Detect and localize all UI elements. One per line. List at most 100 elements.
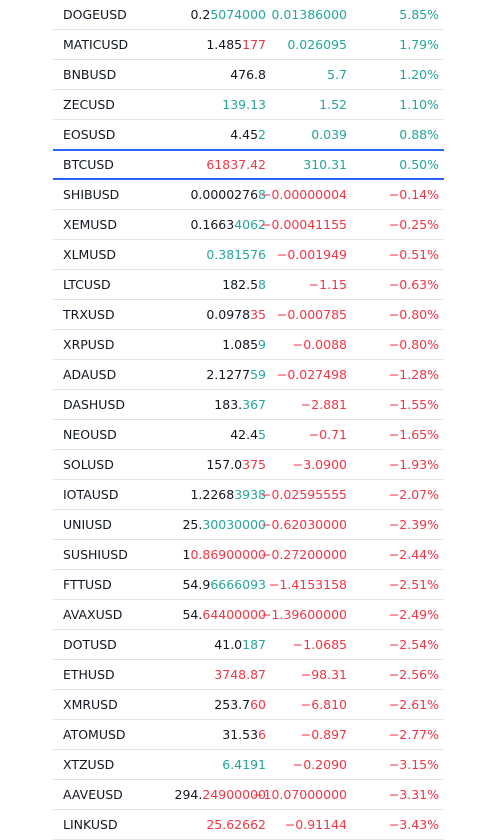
change-percent: −2.44%: [388, 547, 439, 562]
symbol-label: FTTUSD: [63, 577, 112, 592]
watchlist-row-xtzusd[interactable]: XTZUSD 6.4191 −0.2090 −3.15%: [53, 750, 444, 780]
symbol-label: BTCUSD: [63, 157, 114, 172]
symbol-label: XEMUSD: [63, 217, 117, 232]
change-value: −10.07000000: [253, 787, 347, 802]
last-price-tail: 30030000: [202, 517, 266, 532]
last-price-tail: 24900000: [202, 787, 266, 802]
change-value: −0.71: [308, 427, 347, 442]
watchlist-row-ethusd[interactable]: ETHUSD 3748.87 −98.31 −2.56%: [53, 660, 444, 690]
watchlist-row-xrpusd[interactable]: XRPUSD 1.0859 −0.0088 −0.80%: [53, 330, 444, 360]
watchlist-row-aaveusd[interactable]: AAVEUSD 294.24900000 −10.07000000 −3.31%: [53, 780, 444, 810]
last-price-head: 54.9: [182, 577, 211, 592]
last-price-tail: 375: [242, 457, 266, 472]
watchlist-row-dotusd[interactable]: DOTUSD 41.0187 −1.0685 −2.54%: [53, 630, 444, 660]
watchlist-row-sushiusd[interactable]: SUSHIUSD 10.86900000 −0.27200000 −2.44%: [53, 540, 444, 570]
last-price-tail: 2: [258, 127, 266, 142]
change-percent: −2.07%: [388, 487, 439, 502]
last-price-tail: 177: [242, 37, 266, 52]
change-value: 0.026095: [287, 37, 347, 52]
last-price: 476.8: [230, 60, 266, 89]
symbol-label: SUSHIUSD: [63, 547, 128, 562]
watchlist-row-iotausd[interactable]: IOTAUSD 1.22683938 −0.02595555 −2.07%: [53, 480, 444, 510]
watchlist-row-atomusd[interactable]: ATOMUSD 31.536 −0.897 −2.77%: [53, 720, 444, 750]
watchlist-row-adausd[interactable]: ADAUSD 2.127759 −0.027498 −1.28%: [53, 360, 444, 390]
change-value: 0.039: [311, 127, 347, 142]
last-price-head: 1.485: [206, 37, 243, 52]
last-price: 54.96666093: [182, 570, 266, 599]
change-percent: −2.56%: [388, 667, 439, 682]
last-price-head: 25.: [182, 517, 203, 532]
watchlist-row-trxusd[interactable]: TRXUSD 0.097835 −0.000785 −0.80%: [53, 300, 444, 330]
symbol-label: NEOUSD: [63, 427, 117, 442]
last-price-tail: 3938: [234, 487, 266, 502]
last-price-tail: 61837.42: [206, 157, 266, 172]
last-price: 1.485177: [206, 30, 266, 59]
change-percent: 1.10%: [399, 97, 439, 112]
watchlist-row-eosusd[interactable]: EOSUSD 4.452 0.039 0.88%: [53, 120, 444, 150]
watchlist-row-btcusd[interactable]: BTCUSD 61837.42 310.31 0.50%: [53, 149, 444, 180]
last-price-tail: 6: [258, 727, 266, 742]
change-value: −98.31: [300, 667, 347, 682]
last-price-tail: 4062: [234, 217, 266, 232]
symbol-label: LINKUSD: [63, 817, 118, 832]
change-value: −0.02595555: [260, 487, 347, 502]
last-price: 0.381576: [206, 240, 266, 269]
watchlist-row-maticusd[interactable]: MATICUSD 1.485177 0.026095 1.79%: [53, 30, 444, 60]
last-price-tail: 6.4191: [222, 757, 266, 772]
change-percent: −2.51%: [388, 577, 439, 592]
watchlist-row-bnbusd[interactable]: BNBUSD 476.8 5.7 1.20%: [53, 60, 444, 90]
watchlist-row-dogeusd[interactable]: DOGEUSD 0.25074000 0.01386000 5.85%: [53, 0, 444, 30]
symbol-label: XTZUSD: [63, 757, 115, 772]
symbol-label: XLMUSD: [63, 247, 117, 262]
last-price-head: 2.1277: [206, 367, 251, 382]
watchlist-row-xemusd[interactable]: XEMUSD 0.16634062 −0.00041155 −0.25%: [53, 210, 444, 240]
symbol-label: ATOMUSD: [63, 727, 126, 742]
change-percent: −0.80%: [388, 307, 439, 322]
change-value: 0.01386000: [271, 7, 347, 22]
watchlist-row-neousd[interactable]: NEOUSD 42.45 −0.71 −1.65%: [53, 420, 444, 450]
last-price: 253.760: [214, 690, 266, 719]
last-price-head: 0.0000276: [190, 187, 259, 202]
watchlist-row-xlmusd[interactable]: XLMUSD 0.381576 −0.001949 −0.51%: [53, 240, 444, 270]
symbol-label: AVAXUSD: [63, 607, 123, 622]
change-value: −0.027498: [276, 367, 347, 382]
symbol-label: ZECUSD: [63, 97, 115, 112]
last-price: 139.13: [222, 90, 266, 119]
change-value: −1.0685: [292, 637, 347, 652]
watchlist-row-solusd[interactable]: SOLUSD 157.0375 −3.0900 −1.93%: [53, 450, 444, 480]
last-price-tail: 5: [258, 427, 266, 442]
last-price: 157.0375: [206, 450, 266, 479]
last-price-tail: 64400000: [202, 607, 266, 622]
change-value: 1.52: [319, 97, 347, 112]
change-percent: 0.88%: [399, 127, 439, 142]
change-value: 310.31: [303, 157, 347, 172]
last-price: 25.62662: [206, 810, 266, 839]
watchlist-row-xmrusd[interactable]: XMRUSD 253.760 −6.810 −2.61%: [53, 690, 444, 720]
watchlist-row-uniusd[interactable]: UNIUSD 25.30030000 −0.62030000 −2.39%: [53, 510, 444, 540]
last-price: 183.367: [214, 390, 266, 419]
last-price: 0.097835: [206, 300, 266, 329]
watchlist-row-linkusd[interactable]: LINKUSD 25.62662 −0.91144 −3.43%: [53, 810, 444, 840]
watchlist-ticker-list: DOGEUSD 0.25074000 0.01386000 5.85% MATI…: [53, 0, 444, 840]
change-percent: −3.15%: [388, 757, 439, 772]
change-percent: −2.49%: [388, 607, 439, 622]
watchlist-row-shibusd[interactable]: SHIBUSD 0.00002768 −0.00000004 −0.14%: [53, 180, 444, 210]
watchlist-row-dashusd[interactable]: DASHUSD 183.367 −2.881 −1.55%: [53, 390, 444, 420]
last-price-head: 157.0: [206, 457, 243, 472]
change-percent: −2.54%: [388, 637, 439, 652]
change-value: −1.15: [308, 277, 347, 292]
last-price-tail: 5074000: [210, 7, 266, 22]
symbol-label: TRXUSD: [63, 307, 115, 322]
watchlist-row-zecusd[interactable]: ZECUSD 139.13 1.52 1.10%: [53, 90, 444, 120]
last-price: 2.127759: [206, 360, 266, 389]
symbol-label: IOTAUSD: [63, 487, 119, 502]
watchlist-row-ltcusd[interactable]: LTCUSD 182.58 −1.15 −0.63%: [53, 270, 444, 300]
watchlist-row-avaxusd[interactable]: AVAXUSD 54.64400000 −1.39600000 −2.49%: [53, 600, 444, 630]
last-price: 0.16634062: [190, 210, 266, 239]
change-percent: −0.25%: [388, 217, 439, 232]
last-price-head: 1: [182, 547, 191, 562]
last-price: 1.22683938: [190, 480, 266, 509]
change-value: −3.0900: [292, 457, 347, 472]
last-price: 25.30030000: [182, 510, 266, 539]
watchlist-row-fttusd[interactable]: FTTUSD 54.96666093 −1.4153158 −2.51%: [53, 570, 444, 600]
